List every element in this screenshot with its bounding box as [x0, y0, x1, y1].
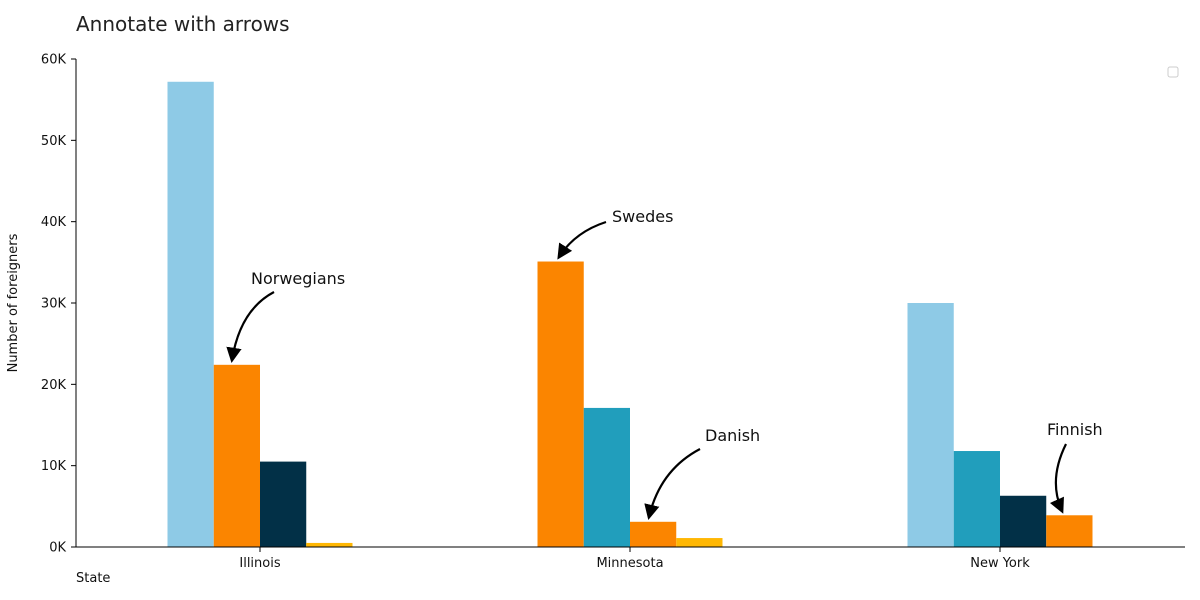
y-tick-label: 0K — [49, 541, 66, 556]
bar-illinois-2 — [213, 364, 260, 547]
annotation-norwegians: Norwegians — [251, 269, 345, 288]
x-tick-label: New York — [970, 556, 1030, 571]
bar-illinois-3 — [260, 461, 307, 547]
bar-new-york-4 — [1046, 515, 1093, 547]
annotation-arrow-swedes — [557, 220, 607, 260]
y-tick-label: 10K — [41, 459, 67, 474]
annotation-arrow-danish — [644, 448, 701, 520]
x-tick-label: Minnesota — [596, 556, 663, 571]
y-axis-label: Number of foreigners — [6, 233, 21, 372]
y-tick-label: 50K — [41, 134, 67, 149]
annotation-arrow-finnish — [1049, 443, 1067, 514]
bar-new-york-2 — [953, 451, 1000, 547]
bars-layer — [167, 81, 1093, 548]
y-tick-label: 30K — [41, 297, 67, 312]
bar-new-york-3 — [1000, 495, 1047, 547]
bar-illinois-4 — [306, 542, 353, 547]
legend-box — [1167, 66, 1179, 78]
annotation-arrow-norwegians — [226, 291, 275, 364]
x-axis-label: State — [76, 571, 110, 586]
y-tick-label: 60K — [41, 53, 67, 68]
y-ticks: 0K 10K 20K 30K 40K 50K 60K — [41, 53, 76, 556]
x-tick-label: Illinois — [239, 556, 280, 571]
bar-minnesota-3 — [630, 521, 677, 547]
annotations-layer: Norwegians Swedes Danish Finnish — [226, 207, 1103, 520]
annotation-swedes: Swedes — [612, 207, 673, 226]
bar-new-york-1 — [907, 303, 954, 547]
bar-minnesota-2 — [583, 407, 630, 547]
bar-illinois-1 — [167, 81, 214, 548]
x-ticks: Illinois Minnesota New York — [239, 547, 1030, 571]
bar-minnesota-1 — [537, 261, 584, 547]
annotation-danish: Danish — [705, 426, 760, 445]
y-tick-label: 40K — [41, 215, 67, 230]
y-tick-label: 20K — [41, 378, 67, 393]
annotation-finnish: Finnish — [1047, 420, 1103, 439]
chart-title: Annotate with arrows — [76, 12, 290, 36]
bar-minnesota-4 — [676, 538, 723, 547]
